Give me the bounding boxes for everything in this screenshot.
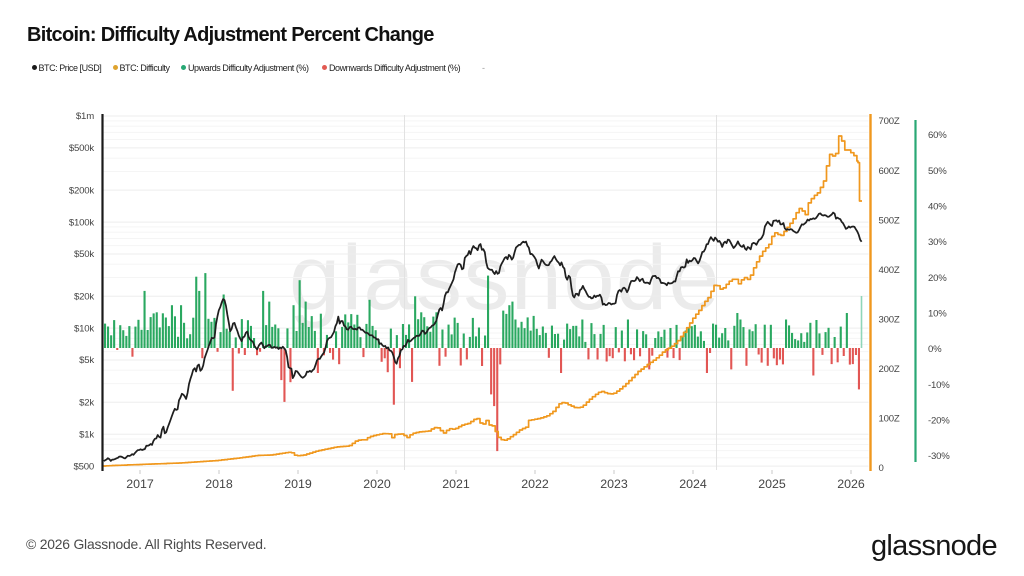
svg-text:600Z: 600Z	[879, 166, 900, 177]
svg-text:-30%: -30%	[928, 451, 950, 462]
svg-text:700Z: 700Z	[879, 116, 900, 127]
svg-text:2024: 2024	[679, 477, 707, 491]
svg-text:-10%: -10%	[928, 380, 950, 391]
svg-text:2022: 2022	[521, 477, 549, 491]
svg-text:2026: 2026	[837, 477, 865, 491]
svg-text:$1m: $1m	[76, 111, 94, 122]
svg-text:2025: 2025	[758, 477, 786, 491]
svg-text:$200k: $200k	[69, 185, 95, 196]
svg-text:50%: 50%	[928, 166, 947, 177]
svg-text:500Z: 500Z	[879, 215, 900, 226]
svg-text:2020: 2020	[363, 477, 391, 491]
svg-text:$5k: $5k	[79, 355, 94, 366]
svg-text:300Z: 300Z	[879, 315, 900, 326]
svg-text:2017: 2017	[126, 477, 154, 491]
svg-text:2019: 2019	[284, 477, 312, 491]
svg-text:-20%: -20%	[928, 416, 950, 427]
svg-text:$10k: $10k	[74, 323, 94, 334]
svg-text:$500k: $500k	[69, 143, 95, 154]
svg-text:10%: 10%	[928, 309, 947, 320]
svg-text:2023: 2023	[600, 477, 628, 491]
svg-text:$20k: $20k	[74, 291, 94, 302]
svg-text:2021: 2021	[442, 477, 470, 491]
svg-text:$50k: $50k	[74, 249, 94, 260]
svg-text:$2k: $2k	[79, 398, 94, 409]
svg-text:$1k: $1k	[79, 429, 94, 440]
svg-text:2018: 2018	[205, 477, 233, 491]
svg-text:200Z: 200Z	[879, 364, 900, 375]
svg-text:30%: 30%	[928, 237, 947, 248]
svg-text:0: 0	[879, 463, 884, 474]
svg-text:400Z: 400Z	[879, 265, 900, 276]
svg-text:60%: 60%	[928, 130, 947, 141]
svg-text:$100k: $100k	[69, 217, 95, 228]
svg-text:100Z: 100Z	[879, 414, 900, 425]
svg-text:40%: 40%	[928, 202, 947, 213]
svg-text:0%: 0%	[928, 344, 942, 355]
svg-text:$500: $500	[73, 461, 94, 472]
svg-text:20%: 20%	[928, 273, 947, 284]
